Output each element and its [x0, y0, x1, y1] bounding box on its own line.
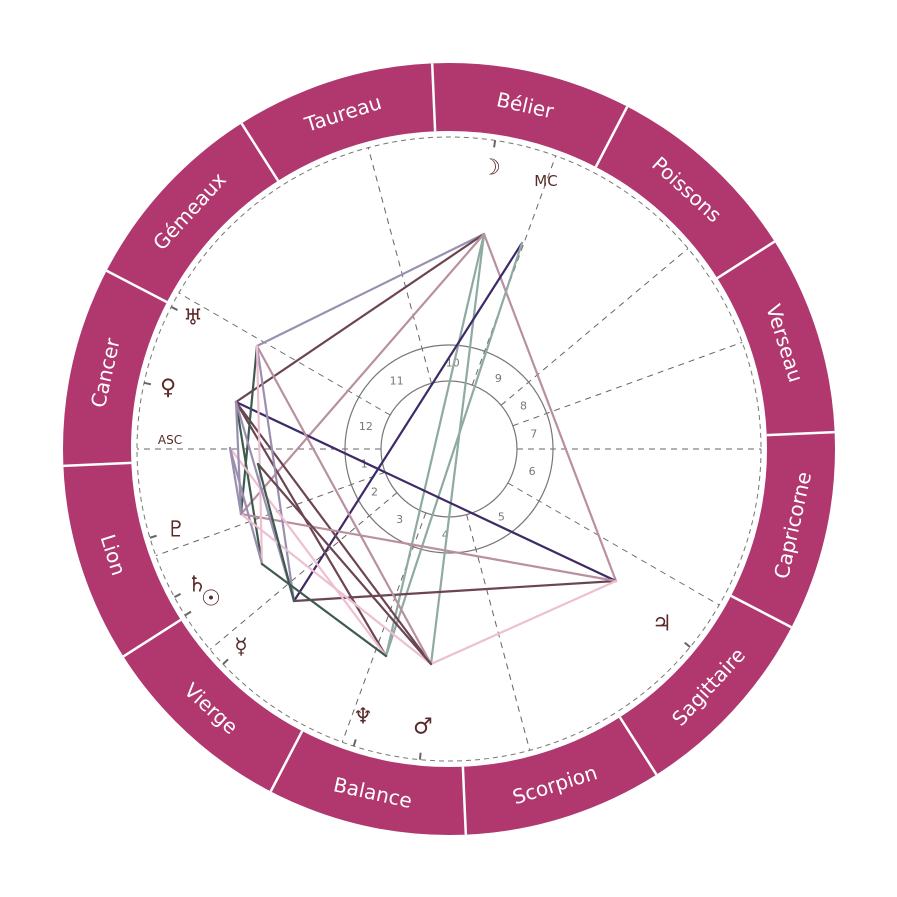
house-number-11: 11	[390, 374, 404, 387]
aspect-line	[234, 400, 388, 658]
aspect-line	[234, 232, 486, 404]
sign-divider	[106, 269, 168, 304]
planet-tick	[493, 140, 497, 148]
mercury-icon: ☿	[234, 635, 248, 660]
saturn-icon: ♄	[187, 573, 207, 598]
jupiter-icon: ♃	[652, 612, 672, 637]
aspect-line	[228, 446, 388, 658]
aspect-line	[228, 446, 264, 566]
sign-divider	[461, 766, 468, 835]
moon-icon: ☽	[481, 156, 501, 181]
sign-divider	[122, 618, 182, 658]
planet-tick	[222, 658, 229, 665]
venus-icon: ♀	[160, 376, 176, 401]
aspect-line	[228, 446, 243, 516]
house-ring-inner	[380, 380, 518, 518]
sign-divider	[240, 122, 280, 182]
aspect-line	[255, 232, 486, 348]
aspect-line	[292, 241, 524, 603]
sign-divider	[716, 240, 776, 280]
aspect-line	[234, 400, 618, 583]
aspect-lines	[228, 232, 618, 666]
aspect-line	[239, 232, 486, 516]
aspect-line	[234, 400, 243, 516]
aspect-line	[239, 512, 433, 666]
uranus-icon: ♅	[183, 306, 203, 331]
sign-divider	[766, 430, 835, 437]
aspect-line	[255, 344, 433, 666]
angle-label-asc: ASC	[158, 433, 182, 447]
house-number-6: 6	[529, 465, 536, 478]
aspect-line	[256, 462, 433, 666]
house-number-10: 10	[446, 357, 460, 370]
sign-divider	[618, 716, 658, 776]
aspect-line	[384, 232, 486, 658]
house-number-3: 3	[396, 513, 403, 526]
aspect-line	[239, 344, 259, 516]
planet-tick	[170, 305, 178, 311]
planet-tick	[184, 610, 192, 617]
aspect-line	[239, 512, 618, 583]
sign-divider	[594, 106, 629, 168]
house-number-7: 7	[530, 428, 537, 441]
angle-label-mc: MC	[534, 172, 557, 190]
sign-divider	[269, 730, 304, 792]
house-cusp-8	[512, 341, 743, 427]
aspect-line	[234, 400, 433, 666]
house-cusp-3	[209, 492, 398, 650]
planet-tick	[352, 739, 357, 747]
pluto-icon: ♇	[166, 518, 186, 543]
house-number-12: 12	[359, 420, 373, 433]
aspect-line	[255, 344, 264, 566]
aspect-line	[384, 241, 524, 658]
planet-tick	[684, 641, 691, 648]
aspect-line	[255, 344, 296, 603]
house-cusp-9	[500, 248, 689, 406]
planet-tick	[418, 752, 422, 760]
house-ring-outer	[344, 344, 554, 554]
house-number-5: 5	[498, 511, 505, 524]
angle-labels: ASC MC	[158, 172, 558, 447]
aspect-line	[256, 462, 296, 603]
neptune-icon: ♆	[353, 705, 373, 730]
aspect-line	[260, 562, 388, 658]
house-number-9: 9	[495, 372, 502, 385]
planet-tick	[143, 381, 152, 386]
house-cusp-5	[466, 514, 531, 751]
sun-icon: ☉	[201, 587, 221, 612]
aspect-line	[429, 579, 618, 666]
aspect-line	[429, 232, 486, 666]
house-number-1: 1	[361, 457, 368, 470]
house-number-2: 2	[371, 486, 378, 499]
house-cusp-6	[507, 482, 720, 606]
planet-tick	[173, 592, 182, 599]
aspect-line	[234, 400, 264, 566]
mars-icon: ♂	[413, 715, 433, 740]
house-cusp-11	[367, 147, 432, 384]
house-number-8: 8	[520, 400, 527, 413]
planet-tick	[149, 534, 157, 539]
sign-divider	[63, 461, 132, 468]
sign-divider	[430, 63, 437, 132]
zodiac-ring: BélierTaureauGémeauxCancerLionViergeBala…	[63, 63, 835, 835]
sign-divider	[730, 594, 792, 629]
planet-glyphs: ☽ ♅ ♀ ♇ ♄☉ ☿ ♆ ♂ ♃	[160, 156, 672, 740]
house-number-4: 4	[442, 528, 449, 541]
house-cusp-12	[178, 292, 391, 416]
